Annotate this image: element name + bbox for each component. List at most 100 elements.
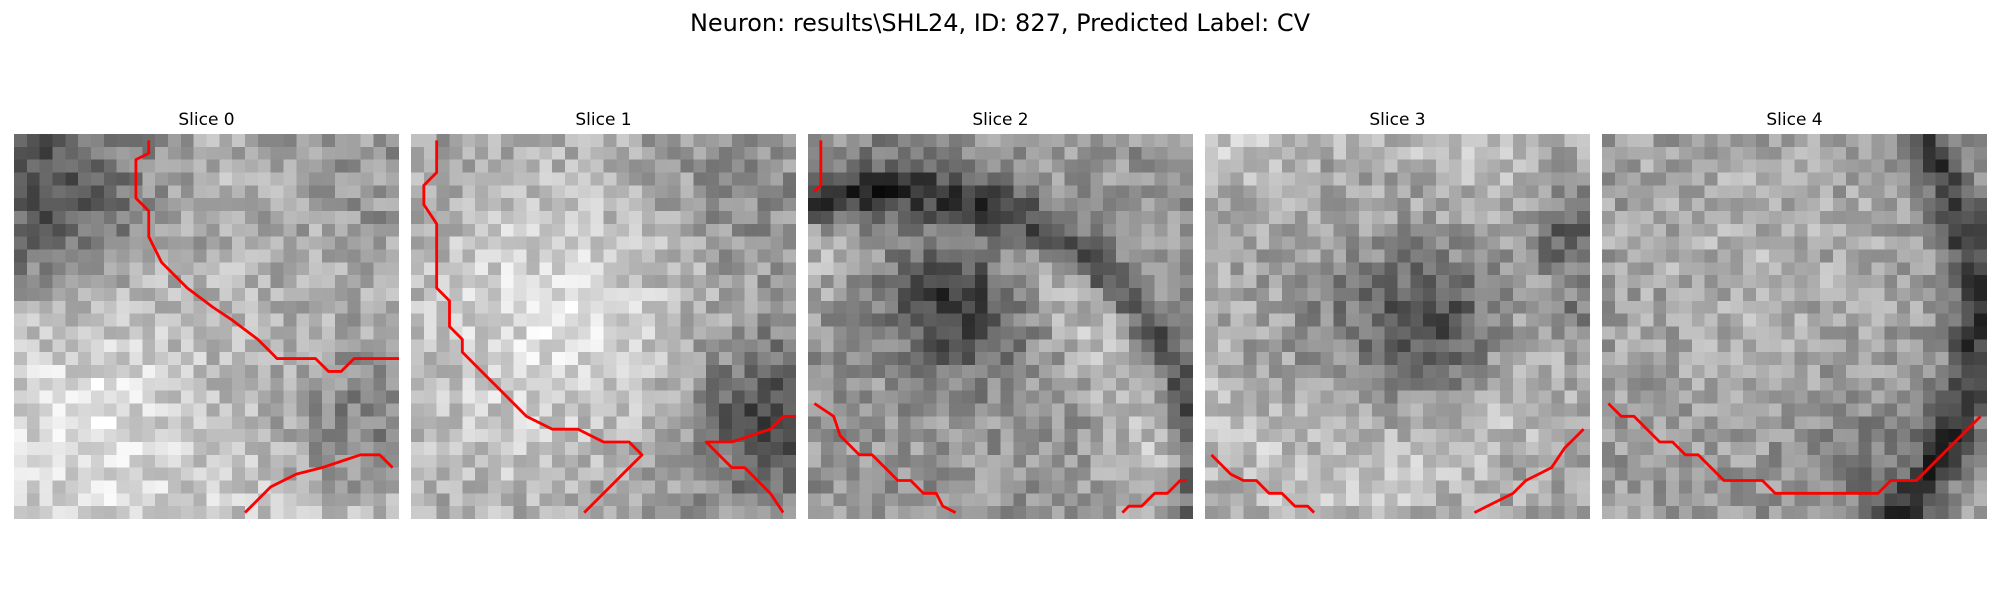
pixel [1653, 313, 1667, 327]
pixel [872, 377, 886, 391]
pixel [859, 352, 873, 366]
pixel [757, 198, 771, 212]
pixel [1141, 429, 1155, 443]
pixel [1000, 390, 1014, 404]
pixel [1564, 352, 1578, 366]
pixel [334, 275, 348, 289]
pixel [1614, 313, 1628, 327]
pixel [488, 134, 502, 148]
pixel [449, 442, 463, 456]
pixel [1307, 146, 1321, 160]
pixel [1666, 146, 1680, 160]
pixel [1871, 134, 1885, 148]
pixel [1717, 480, 1731, 494]
pixel [910, 352, 924, 366]
pixel [373, 134, 387, 148]
pixel [1653, 416, 1667, 430]
pixel [155, 300, 169, 314]
pixel [193, 275, 207, 289]
pixel [629, 223, 643, 237]
pixel [1897, 416, 1911, 430]
pixel [846, 390, 860, 404]
pixel [347, 275, 361, 289]
pixel [1807, 223, 1821, 237]
pixel [1871, 326, 1885, 340]
pixel [1243, 442, 1257, 456]
pixel [283, 185, 297, 199]
pixel [1730, 390, 1744, 404]
pixel [1167, 506, 1181, 519]
pixel [283, 262, 297, 276]
pixel [206, 390, 220, 404]
pixel [1717, 146, 1731, 160]
pixel [1064, 467, 1078, 481]
pixel [783, 172, 796, 186]
pixel [1256, 467, 1270, 481]
pixel [1794, 506, 1808, 519]
pixel [1230, 390, 1244, 404]
pixel [500, 288, 514, 302]
pixel [347, 185, 361, 199]
pixel [629, 493, 643, 507]
pixel [168, 454, 182, 468]
pixel [1461, 134, 1475, 148]
pixel [65, 339, 79, 353]
pixel [1448, 249, 1462, 263]
pixel [219, 416, 233, 430]
pixel [974, 442, 988, 456]
pixel [552, 429, 566, 443]
pixel [1640, 313, 1654, 327]
pixel [1691, 159, 1705, 173]
pixel [1064, 326, 1078, 340]
pixel [706, 185, 720, 199]
pixel [1448, 185, 1462, 199]
pixel [488, 288, 502, 302]
pixel [923, 506, 937, 519]
pixel [1371, 352, 1385, 366]
pixel [1564, 480, 1578, 494]
pixel [1487, 211, 1501, 225]
pixel [1000, 352, 1014, 366]
pixel [116, 377, 130, 391]
pixel [1090, 403, 1104, 417]
pixel [1704, 172, 1718, 186]
pixel [411, 339, 425, 353]
pixel [1730, 326, 1744, 340]
pixel [846, 313, 860, 327]
pixel [1128, 416, 1142, 430]
pixel [1935, 454, 1949, 468]
pixel [1013, 326, 1027, 340]
pixel [590, 249, 604, 263]
pixel [26, 211, 40, 225]
pixel [193, 403, 207, 417]
pixel [706, 249, 720, 263]
pixel [1743, 454, 1757, 468]
pixel [1551, 262, 1565, 276]
pixel [65, 480, 79, 494]
pixel [245, 159, 259, 173]
pixel [1525, 493, 1539, 507]
pixel [436, 390, 450, 404]
pixel [872, 365, 886, 379]
pixel [1564, 262, 1578, 276]
pixel [91, 275, 105, 289]
pixel [1807, 249, 1821, 263]
pixel [1974, 146, 1987, 160]
pixel [642, 313, 656, 327]
pixel [719, 134, 733, 148]
pixel [1743, 300, 1757, 314]
pixel [757, 313, 771, 327]
pixel [475, 146, 489, 160]
pixel [1717, 403, 1731, 417]
pixel [1423, 146, 1437, 160]
pixel [1948, 506, 1962, 519]
pixel [949, 300, 963, 314]
pixel [39, 403, 53, 417]
pixel [693, 288, 707, 302]
pixel [1884, 185, 1898, 199]
pixel [859, 454, 873, 468]
pixel [1436, 172, 1450, 186]
pixel [270, 262, 284, 276]
pixel [1820, 313, 1834, 327]
pixel [309, 377, 323, 391]
